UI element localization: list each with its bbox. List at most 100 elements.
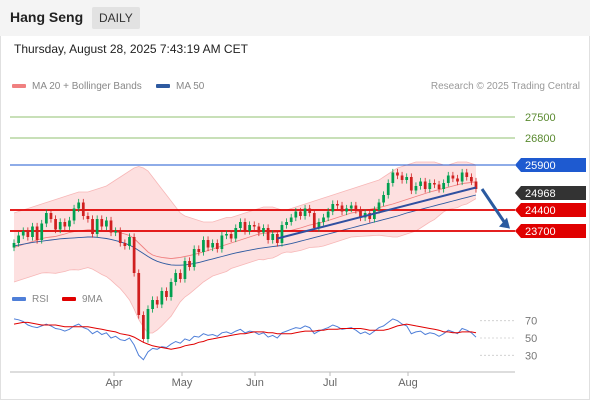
candle-body xyxy=(63,222,67,227)
ma9-swatch xyxy=(62,297,76,302)
candle-body xyxy=(465,172,469,177)
candle-body xyxy=(262,228,265,233)
candle-body xyxy=(280,225,284,243)
candle-body xyxy=(169,282,173,297)
bollinger-upper-line xyxy=(13,161,477,223)
candle-body xyxy=(54,219,57,230)
candle-body xyxy=(326,211,330,218)
candle-body xyxy=(294,211,298,218)
legend-rsi: RSI xyxy=(12,294,49,305)
candle-body xyxy=(433,183,436,185)
candle-body xyxy=(132,237,136,273)
timeframe-button[interactable]: DAILY xyxy=(92,7,140,29)
rsi-tick-label-50: 50 xyxy=(525,333,537,345)
candle-body xyxy=(17,235,20,243)
candle-body xyxy=(160,291,164,305)
candle-body xyxy=(409,177,413,191)
candle-body xyxy=(252,225,256,227)
candle-body xyxy=(229,234,233,239)
candle-body xyxy=(72,208,76,221)
candle-body xyxy=(211,243,215,248)
candle-body xyxy=(354,205,358,210)
ma50-line xyxy=(13,194,477,266)
candle-body xyxy=(31,226,34,237)
candle-body xyxy=(303,208,307,216)
candle-body xyxy=(442,183,446,189)
candle-body xyxy=(100,219,104,227)
candle-body xyxy=(225,234,228,236)
candle-body xyxy=(21,231,25,236)
x-tick-label-Aug: Aug xyxy=(398,377,418,389)
candle-body xyxy=(382,195,385,203)
candle-body xyxy=(128,237,131,246)
candle-body xyxy=(155,300,159,305)
x-tick-label-Jul: Jul xyxy=(323,377,337,389)
candle-body xyxy=(349,205,353,209)
candle-body xyxy=(414,186,418,191)
candle-body xyxy=(257,226,261,233)
level-label-23700: 23700 xyxy=(525,226,556,238)
candle-body xyxy=(419,181,422,186)
candle-body xyxy=(336,204,339,206)
forecast-arrow-shaft xyxy=(480,188,508,226)
legend-ma50-label: MA 50 xyxy=(176,81,205,92)
ma20-line xyxy=(13,181,477,260)
candle-body xyxy=(12,243,16,248)
candle-body xyxy=(460,172,464,182)
rsi-swatch xyxy=(12,297,26,302)
legend-ma20: MA 20 + Bollinger Bands xyxy=(12,81,142,92)
candle-body xyxy=(81,202,85,216)
candle-body xyxy=(105,220,108,227)
candle-body xyxy=(322,217,325,222)
candle-body xyxy=(446,175,450,183)
ma50-swatch xyxy=(156,84,170,89)
candle-body xyxy=(137,273,141,315)
candle-body xyxy=(391,172,395,183)
candle-body xyxy=(114,231,118,233)
candle-body xyxy=(118,231,122,243)
candle-body xyxy=(317,222,321,228)
timestamp: Thursday, August 28, 2025 7:43:19 AM CET xyxy=(14,42,248,56)
candle-body xyxy=(359,210,362,218)
level-tag-24968 xyxy=(515,185,586,200)
level-label-27500: 27500 xyxy=(525,112,556,124)
candle-body xyxy=(285,222,288,225)
level-label-24400: 24400 xyxy=(525,205,556,217)
candle-body xyxy=(26,231,30,237)
level-label-26800: 26800 xyxy=(525,133,556,145)
header-bar: Hang Seng DAILY xyxy=(0,0,590,36)
candle-body xyxy=(331,204,335,212)
legend-9ma-label: 9MA xyxy=(82,294,103,305)
candle-body xyxy=(68,220,71,227)
candle-body xyxy=(40,223,44,240)
candle-body xyxy=(437,184,441,189)
candle-body xyxy=(271,234,275,240)
candle-body xyxy=(239,222,242,228)
candle-body xyxy=(340,205,344,212)
level-tag-23700 xyxy=(515,224,586,238)
candle-body xyxy=(368,213,372,219)
candle-body xyxy=(428,183,432,189)
candle-body xyxy=(49,213,53,219)
candle-body xyxy=(141,315,145,339)
candle-body xyxy=(400,175,404,180)
legend-rsi-label: RSI xyxy=(32,294,49,305)
candle-body xyxy=(86,216,90,219)
candle-body xyxy=(474,181,478,189)
bollinger-band-fill xyxy=(14,162,476,333)
candle-body xyxy=(77,202,81,209)
rsi-series-9ma xyxy=(13,321,477,350)
candle-body xyxy=(165,291,168,297)
bollinger-lower-line xyxy=(13,198,477,334)
candle-body xyxy=(58,222,62,230)
candle-body xyxy=(151,300,154,309)
candle-body xyxy=(312,213,316,228)
level-tag-25900 xyxy=(515,158,586,172)
candle-body xyxy=(308,208,312,213)
forecast-arrow-head xyxy=(499,217,510,229)
candle-body xyxy=(215,243,219,249)
level-label-24968: 24968 xyxy=(525,188,556,200)
candle-body xyxy=(174,273,178,282)
candle-body xyxy=(192,249,196,267)
